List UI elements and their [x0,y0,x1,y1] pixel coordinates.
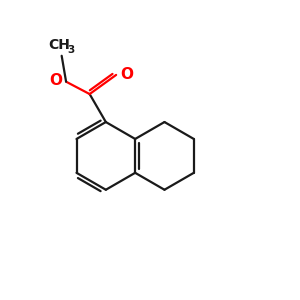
Text: O: O [120,67,133,82]
Text: O: O [49,73,62,88]
Text: CH: CH [48,38,70,52]
Text: 3: 3 [68,45,75,55]
